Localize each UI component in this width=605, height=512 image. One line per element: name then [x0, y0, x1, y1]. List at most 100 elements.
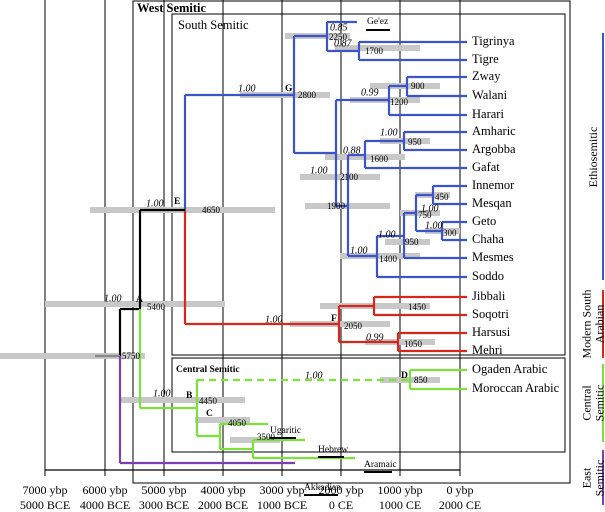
- posterior: 1.00: [305, 370, 323, 381]
- posterior: 1.00: [238, 83, 256, 94]
- node-age: 1900: [327, 201, 346, 211]
- extinct-labels: Ge'ez Ugaritic Hebrew Aramaic Akkadian: [270, 17, 397, 496]
- axis-label: 5000 BCE: [20, 498, 70, 512]
- box-label: Central Semitic: [176, 365, 240, 375]
- box-label: West Semitic: [137, 1, 207, 15]
- tip-label: Tigre: [472, 52, 499, 66]
- node-age: 950: [405, 237, 419, 247]
- node-age: 450: [435, 192, 449, 202]
- group-label: Ethiosemitic: [586, 127, 600, 188]
- time-grid: [44, 0, 461, 476]
- axis-label: 1000 ybp: [378, 483, 423, 497]
- tip-label: Walani: [472, 88, 508, 102]
- node-age: 2100: [340, 172, 359, 182]
- extinct-label: Ugaritic: [270, 426, 301, 436]
- ci-bar: [400, 210, 440, 216]
- branch: [183, 210, 467, 353]
- ci-bar: [385, 239, 430, 245]
- node-age: 5400: [147, 302, 166, 312]
- tip-label: Geto: [472, 214, 496, 228]
- node-letter: D: [401, 371, 408, 381]
- node-age: 300: [443, 228, 457, 238]
- axis-label: 4000 ybp: [201, 483, 246, 497]
- ci-bar: [195, 417, 250, 423]
- extinct-label: Akkadian: [304, 483, 341, 493]
- posterior: 1.00: [153, 388, 171, 399]
- underline: [270, 437, 296, 439]
- axis-label: 0 CE: [329, 498, 353, 512]
- axis-label: 2000 BCE: [198, 498, 248, 512]
- node-letter: B: [186, 391, 193, 401]
- node-age: 1200: [390, 97, 409, 107]
- axis-label: 4000 BCE: [80, 498, 130, 512]
- underline: [364, 471, 392, 473]
- group-label: Semitic: [592, 460, 605, 497]
- node-letter: A: [136, 295, 143, 305]
- posterior: 1.00: [104, 293, 122, 304]
- branch: [183, 20, 467, 279]
- node-age: 5750: [122, 351, 141, 361]
- posterior: 0.87: [334, 38, 353, 49]
- tip-label: Mesqan: [472, 196, 512, 210]
- underline: [366, 29, 390, 31]
- west-semitic-box: [132, 0, 571, 484]
- posterior: 1.00: [310, 165, 328, 176]
- underline: [318, 456, 344, 458]
- node-age: 2800: [298, 90, 317, 100]
- tip-label: Zway: [472, 69, 501, 83]
- group-label: Central: [579, 385, 593, 421]
- ci-bar: [340, 253, 420, 259]
- tip-label: Moroccan Arabic: [472, 381, 560, 395]
- node-age: 900: [411, 81, 425, 91]
- tip-label: Soqotri: [472, 307, 509, 321]
- tip-label: Mesmes: [472, 250, 514, 264]
- group-label: Semitic: [592, 385, 605, 422]
- extinct-label: Hebrew: [318, 445, 348, 455]
- axis-label: 3000 BCE: [139, 498, 189, 512]
- axis-label: 1000 CE: [379, 498, 421, 512]
- node-age: 1700: [365, 46, 384, 56]
- posterior: 1.00: [146, 198, 164, 209]
- axis-label: 0 ybp: [447, 483, 474, 497]
- node-age: 4650: [202, 205, 221, 215]
- group-label: Modern South: [579, 290, 593, 359]
- node-age: 1050: [404, 339, 423, 349]
- node-age: 850: [414, 375, 428, 385]
- tree: [95, 20, 467, 465]
- node-age: 2050: [344, 321, 363, 331]
- central-semitic-box: [171, 357, 566, 453]
- posterior: 0.99: [361, 87, 379, 98]
- posterior: 1.00: [421, 203, 439, 214]
- extinct-label: Ge'ez: [367, 17, 388, 27]
- node-age: 950: [408, 137, 422, 147]
- group-label: Arabian: [592, 305, 605, 344]
- south-semitic-box: [171, 13, 566, 356]
- node-age: 4050: [228, 418, 247, 428]
- node-age: 1600: [370, 154, 389, 164]
- node-letter: F: [331, 314, 337, 324]
- tip-label: Jibbali: [472, 289, 506, 303]
- posterior: 1.00: [265, 314, 283, 325]
- extinct-label: Aramaic: [364, 460, 397, 470]
- tip-label: Gafat: [472, 160, 500, 174]
- node-age: 750: [418, 210, 432, 220]
- underline: [304, 494, 338, 496]
- branch: [138, 309, 467, 460]
- axis-label: 7000 ybp: [23, 483, 68, 497]
- tip-label: Innemor: [472, 178, 515, 192]
- group-label: East: [579, 467, 593, 488]
- tip-label: Argobba: [472, 142, 516, 156]
- axis-label: 2000 CE: [439, 498, 481, 512]
- posterior: 1.00: [425, 220, 443, 231]
- ci-bar: [365, 339, 435, 345]
- posterior: 1.00: [378, 229, 396, 240]
- posterior: 0.99: [366, 332, 384, 343]
- ci-bar: [335, 45, 420, 51]
- axis-label: 1000 BCE: [257, 498, 307, 512]
- node-letter: G: [285, 84, 293, 94]
- node-age: 2250: [329, 32, 348, 42]
- axis-label: 3000 ybp: [260, 483, 305, 497]
- tip-label: Tigrinya: [472, 34, 515, 48]
- node-age: 1450: [408, 302, 427, 312]
